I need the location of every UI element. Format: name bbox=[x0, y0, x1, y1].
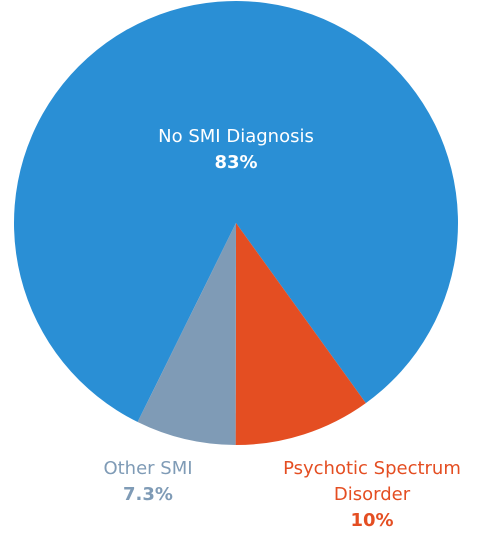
value-label: 7.3% bbox=[123, 484, 173, 505]
slice-label: Other SMI 7.3% bbox=[58, 456, 238, 508]
slice-label: No SMI Diagnosis 83% bbox=[86, 124, 386, 176]
pie-slice bbox=[137, 223, 236, 445]
pie-slice bbox=[14, 0, 459, 423]
slice-label: Psychotic Spectrum Disorder 10% bbox=[262, 456, 482, 534]
value-label: 10% bbox=[350, 510, 394, 531]
value-label: 83% bbox=[214, 152, 258, 173]
pie-slice bbox=[235, 223, 366, 445]
category-name: Psychotic Spectrum Disorder bbox=[283, 458, 461, 505]
category-name: No SMI Diagnosis bbox=[158, 126, 314, 147]
category-name: Other SMI bbox=[103, 458, 193, 479]
